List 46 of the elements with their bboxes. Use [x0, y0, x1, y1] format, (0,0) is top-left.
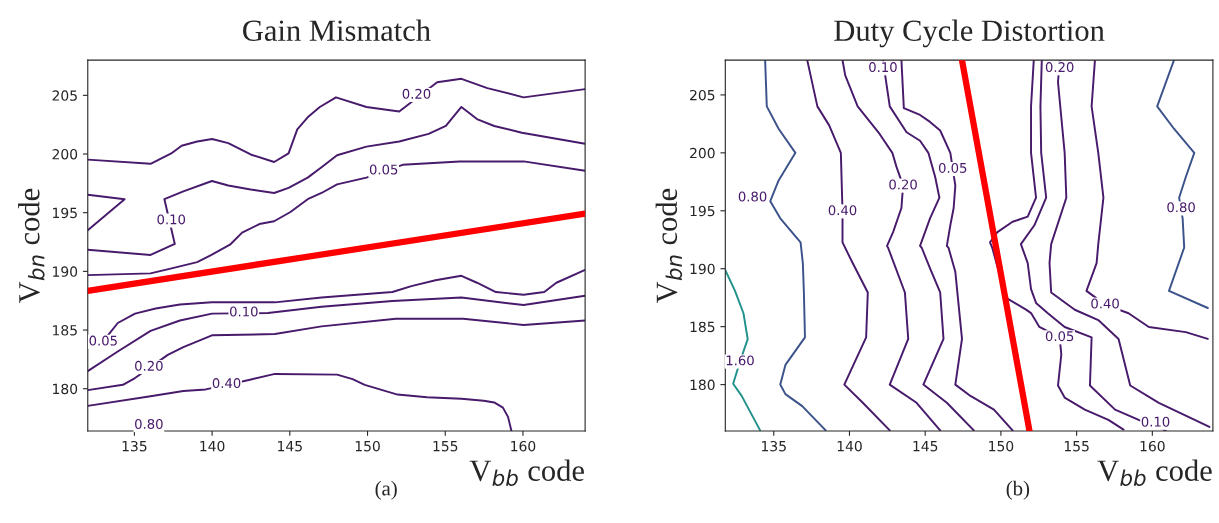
annotation: 0.10	[157, 214, 186, 225]
y-tick-label: 180	[690, 379, 715, 391]
annotation: 0.05	[369, 164, 398, 175]
y-tick-label: 185	[53, 325, 77, 336]
y-tick-label: 195	[53, 207, 77, 219]
x-tick-label: 160	[511, 440, 536, 452]
annotation: 0.20	[402, 88, 431, 99]
x-tick-label: 145	[913, 441, 938, 452]
x-tick-label: 150	[355, 440, 380, 452]
x-tick-label: 145	[278, 441, 302, 452]
y-tick-label: 200	[52, 148, 78, 160]
annotation: 0.80	[135, 418, 163, 429]
annotation: 0.10	[869, 62, 897, 73]
annotation: 0.05	[89, 335, 117, 346]
y-tick-label: 185	[690, 321, 715, 333]
x-tick-label: 140	[837, 440, 862, 452]
annotation: 0.20	[135, 360, 163, 371]
y-tick-label: 190	[690, 263, 715, 275]
y-tick-label: 205	[690, 89, 715, 101]
annotation: 0.10	[1141, 416, 1170, 427]
text: (b)	[1006, 480, 1030, 500]
text: (a)	[375, 480, 397, 500]
y-tick-label: 180	[53, 383, 78, 395]
annotation: 0.40	[212, 378, 241, 389]
annotation: 0.20	[1045, 62, 1074, 73]
annotation: 0.10	[229, 306, 258, 317]
chart-title: Duty Cycle Distortion	[834, 19, 1105, 48]
x-tick-label: 155	[1064, 441, 1089, 452]
y-tick-label: 190	[53, 266, 78, 277]
chart-title: Gain Mismatch	[243, 19, 431, 41]
x-axis-title: V$_{bb}$ code	[469, 459, 584, 487]
y-axis-title: V$_{bn}$ code	[18, 188, 45, 304]
y-axis-title: V$_{bn}$ code	[655, 188, 683, 304]
x-axis-title: V$_{bb}$ code	[1097, 459, 1212, 487]
y-tick-label: 200	[690, 147, 715, 159]
x-tick-label: 160	[1140, 440, 1165, 452]
x-tick-label: 155	[433, 441, 458, 452]
y-tick-label: 195	[690, 205, 715, 217]
annotation: 0.80	[1167, 202, 1195, 213]
x-tick-label: 135	[122, 440, 147, 452]
x-tick-label: 150	[989, 440, 1014, 452]
annotation: 0.05	[938, 162, 967, 173]
y-tick-label: 205	[52, 90, 77, 101]
annotation: 0.80	[738, 191, 767, 202]
x-tick-label: 135	[762, 440, 786, 452]
x-tick-label: 140	[200, 440, 225, 452]
